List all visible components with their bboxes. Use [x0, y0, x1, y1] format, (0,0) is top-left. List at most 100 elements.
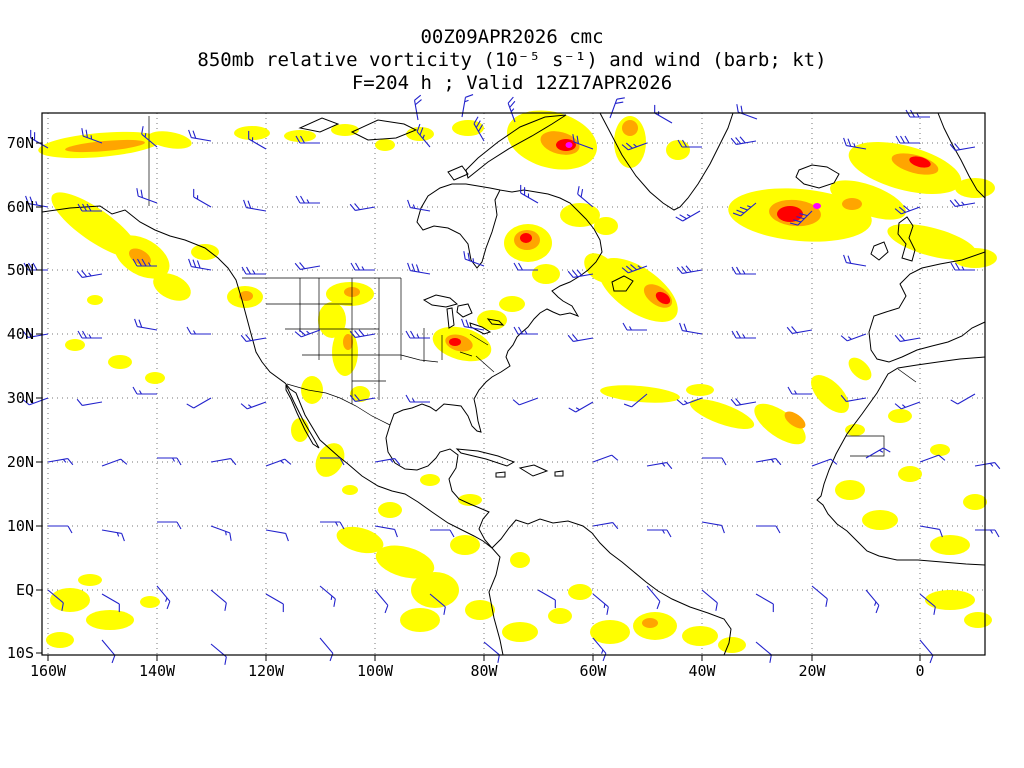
vorticity-blob — [955, 178, 995, 198]
wind-barb — [895, 135, 920, 144]
vorticity-blob — [600, 385, 680, 403]
wind-barb — [621, 264, 648, 274]
wind-barb — [248, 130, 267, 150]
wind-barb — [811, 458, 838, 467]
wind-barb — [240, 334, 267, 343]
wind-barb — [240, 401, 267, 410]
wind-barb — [679, 322, 703, 335]
coastline-path — [456, 303, 473, 318]
wind-barb — [22, 397, 49, 406]
wind-barb — [919, 525, 943, 538]
coastline-path — [795, 164, 840, 189]
vorticity-blob — [140, 596, 160, 608]
vorticity-blob — [584, 253, 616, 283]
wind-barb — [295, 135, 320, 144]
lon-label: 120W — [248, 662, 285, 680]
wind-barb — [48, 525, 73, 534]
coastline-path — [554, 470, 564, 477]
vorticity-blob — [350, 386, 370, 402]
vorticity-blob — [887, 223, 977, 261]
coastline-path — [465, 114, 567, 179]
wind-barb — [319, 585, 336, 607]
title-block: 00Z09APR2026 cmc 850mb relative vorticit… — [0, 26, 1024, 95]
vorticity-blob — [830, 180, 906, 220]
vorticity-blob — [590, 620, 630, 644]
wind-barb — [134, 318, 158, 331]
wind-barb — [646, 461, 673, 470]
state-borders — [148, 116, 917, 457]
wind-barb — [513, 326, 538, 335]
wind-barb — [349, 329, 376, 339]
wind-barb — [702, 457, 727, 466]
vorticity-blob — [953, 248, 997, 268]
coastline-path — [870, 241, 889, 261]
vorticity-blob — [50, 588, 90, 612]
wind-barb — [676, 397, 703, 406]
wind-barb — [647, 529, 672, 538]
wind-barb — [101, 639, 116, 664]
lon-label: 160W — [30, 662, 67, 680]
wind-barb — [840, 333, 867, 342]
coastline-path — [455, 448, 516, 467]
lat-label: 70N — [7, 134, 34, 152]
coastline-path — [816, 356, 986, 566]
vorticity-blob — [315, 443, 345, 477]
wind-barb — [461, 318, 485, 331]
coastline-path — [389, 183, 603, 433]
wind-barb — [76, 398, 103, 407]
vorticity-blob — [291, 418, 309, 442]
vorticity-blob — [835, 480, 865, 500]
wind-barb — [320, 521, 345, 530]
coastline-path — [868, 251, 986, 363]
wind-barb — [572, 134, 594, 150]
wind-barb — [294, 329, 321, 338]
vorticity-blob — [777, 206, 803, 222]
vorticity-blob — [234, 126, 270, 140]
map-frame — [41, 112, 986, 656]
wind-barb — [407, 262, 431, 275]
wind-barb — [141, 126, 158, 148]
coastlines — [41, 112, 986, 656]
wind-barb — [349, 394, 376, 403]
coastline-path — [298, 117, 340, 133]
vorticity-blob — [930, 535, 970, 555]
wind-barb — [319, 637, 334, 662]
wind-barb — [950, 262, 975, 271]
wind-barb — [731, 266, 756, 275]
wind-barb — [623, 393, 648, 408]
coastline-path — [469, 322, 492, 335]
wind-barb — [349, 203, 376, 212]
wind-barb — [894, 334, 921, 343]
coastline-path — [486, 318, 505, 326]
wind-barb — [241, 266, 266, 275]
wind-barb — [101, 529, 125, 542]
wind-barb — [101, 458, 128, 467]
vorticity-blob — [510, 552, 530, 568]
wind-barb — [865, 447, 891, 459]
vorticity-blob — [888, 409, 912, 423]
wind-barb — [374, 589, 389, 614]
wind-barb — [156, 585, 171, 610]
wind-barb — [646, 585, 661, 610]
vorticity-blob — [532, 264, 560, 284]
border-path — [286, 383, 391, 426]
coastline-path — [897, 216, 916, 262]
vorticity-blob — [594, 217, 618, 235]
wind-barb — [592, 454, 619, 463]
wind-barb — [843, 254, 867, 267]
coastline-path — [422, 294, 459, 308]
vorticity-blob — [452, 120, 484, 136]
vorticity-blob — [686, 384, 714, 396]
lon-label: 100W — [357, 662, 394, 680]
vorticity-blob — [718, 637, 746, 653]
vorticity-blob — [666, 140, 690, 160]
wind-barb — [654, 104, 673, 124]
wind-barb — [405, 330, 430, 339]
coastline-path — [491, 518, 732, 656]
wind-barb — [350, 262, 375, 271]
wind-barb — [731, 330, 756, 339]
vorticity-blob — [46, 632, 74, 648]
border-path — [475, 355, 495, 373]
